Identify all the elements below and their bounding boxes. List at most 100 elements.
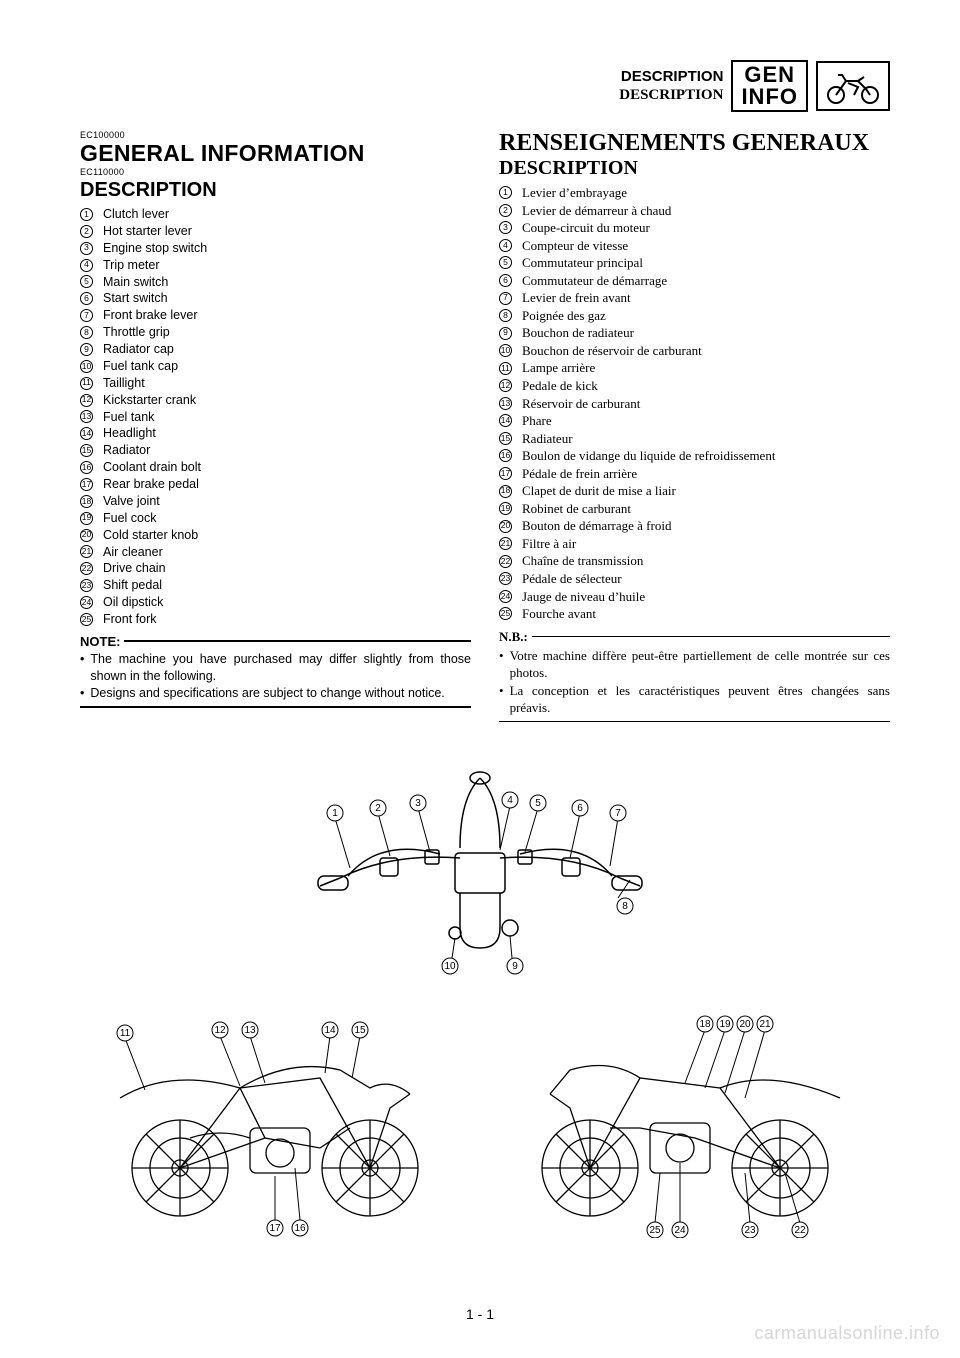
list-number-icon: 11 (80, 377, 93, 390)
list-item: 20Cold starter knob (80, 527, 471, 544)
list-item: 14 Headlight (80, 425, 471, 442)
list-number-icon: 5 (80, 275, 93, 288)
heading-description-fr: DESCRIPTION (499, 157, 890, 180)
parts-list-en: 1Clutch lever2Hot starter lever3Engine s… (80, 206, 471, 628)
list-number-icon: 17 (499, 467, 512, 480)
section-code-1: EC100000 (80, 130, 471, 140)
list-number-icon: 2 (80, 225, 93, 238)
list-item-label: Lampe arrière (522, 359, 595, 377)
note-text: The machine you have purchased may diffe… (90, 651, 471, 685)
bullet-dot: • (80, 651, 84, 685)
svg-text:11: 11 (120, 1028, 131, 1039)
list-number-icon: 1 (80, 208, 93, 221)
list-item: 3Coupe-circuit du moteur (499, 219, 890, 237)
list-number-icon: 19 (80, 512, 93, 525)
list-item: 1Clutch lever (80, 206, 471, 223)
list-number-icon: 14 (80, 427, 93, 440)
list-item: 9 Bouchon de radiateur (499, 324, 890, 342)
svg-text:18: 18 (699, 1019, 711, 1030)
list-item-label: Kickstarter crank (103, 392, 196, 409)
note-bullet: •The machine you have purchased may diff… (80, 651, 471, 685)
note-text: Votre machine diffère peut-être partiell… (510, 647, 890, 682)
note-label-en: NOTE: (80, 634, 120, 649)
list-number-icon: 7 (499, 292, 512, 305)
svg-text:4: 4 (507, 795, 513, 806)
list-item: 21Filtre à air (499, 535, 890, 553)
diagram-area: 1 2 3 4 5 6 7 8 9 10 (0, 748, 960, 1278)
list-item: 20Bouton de démarrage à froid (499, 517, 890, 535)
list-number-icon: 25 (80, 613, 93, 626)
list-item: 23Shift pedal (80, 577, 471, 594)
svg-text:17: 17 (269, 1223, 281, 1234)
list-item-label: Réservoir de carburant (522, 395, 640, 413)
list-item-label: Engine stop switch (103, 240, 207, 257)
bullet-dot: • (80, 685, 84, 702)
list-number-icon: 9 (499, 327, 512, 340)
list-number-icon: 13 (80, 410, 93, 423)
list-item: 18 Clapet de durit de mise a liair (499, 482, 890, 500)
list-item-label: Radiator (103, 442, 150, 459)
left-side-diagram: 11 12 13 14 15 16 17 (90, 998, 450, 1243)
list-number-icon: 4 (80, 259, 93, 272)
note-bullets-en: •The machine you have purchased may diff… (80, 651, 471, 702)
list-number-icon: 22 (499, 555, 512, 568)
note-text: Designs and specifications are subject t… (90, 685, 444, 702)
list-item-label: Fourche avant (522, 605, 596, 623)
list-item: 21Air cleaner (80, 544, 471, 561)
note-rule (124, 640, 471, 642)
svg-text:9: 9 (512, 961, 518, 972)
list-item: 4Compteur de vitesse (499, 237, 890, 255)
list-number-icon: 21 (80, 545, 93, 558)
list-item: 5Main switch (80, 274, 471, 291)
list-item-label: Oil dipstick (103, 594, 163, 611)
list-item-label: Radiator cap (103, 341, 174, 358)
list-item-label: Front fork (103, 611, 157, 628)
list-number-icon: 6 (80, 292, 93, 305)
note-bullet: • Designs and specifications are subject … (80, 685, 471, 702)
list-item: 1Levier d’embrayage (499, 184, 890, 202)
list-item: 4 Trip meter (80, 257, 471, 274)
list-item: 25 Front fork (80, 611, 471, 628)
svg-text:25: 25 (649, 1225, 661, 1236)
list-item: 17 Pédale de frein arrière (499, 465, 890, 483)
list-item-label: Compteur de vitesse (522, 237, 628, 255)
svg-text:24: 24 (674, 1225, 686, 1236)
list-item-label: Bouchon de radiateur (522, 324, 634, 342)
closing-rule-en (80, 706, 471, 708)
svg-text:19: 19 (719, 1019, 731, 1030)
svg-text:2: 2 (375, 803, 381, 814)
heading-general-information: GENERAL INFORMATION (80, 140, 471, 167)
list-item-label: Phare (522, 412, 552, 430)
list-item-label: Drive chain (103, 560, 166, 577)
svg-text:20: 20 (739, 1019, 751, 1030)
list-item-label: Rear brake pedal (103, 476, 199, 493)
list-number-icon: 1 (499, 186, 512, 199)
list-number-icon: 10 (80, 360, 93, 373)
list-item: 16Boulon de vidange du liquide de refroi… (499, 447, 890, 465)
list-number-icon: 15 (499, 432, 512, 445)
list-item-label: Pédale de frein arrière (522, 465, 637, 483)
list-number-icon: 12 (499, 379, 512, 392)
list-item-label: Trip meter (103, 257, 160, 274)
list-item: 19Robinet de carburant (499, 500, 890, 518)
list-number-icon: 22 (80, 562, 93, 575)
list-number-icon: 18 (499, 485, 512, 498)
list-item-label: Levier de démarreur à chaud (522, 202, 671, 220)
list-item: 25Fourche avant (499, 605, 890, 623)
list-item: 22Chaîne de transmission (499, 552, 890, 570)
list-item: 23Pédale de sélecteur (499, 570, 890, 588)
list-item: 2Hot starter lever (80, 223, 471, 240)
svg-text:13: 13 (244, 1025, 256, 1036)
list-item: 10Bouchon de réservoir de carburant (499, 342, 890, 360)
svg-text:22: 22 (794, 1225, 806, 1236)
list-item-label: Headlight (103, 425, 156, 442)
list-item-label: Clapet de durit de mise a liair (522, 482, 676, 500)
list-item: 6Start switch (80, 290, 471, 307)
list-item-label: Poignée des gaz (522, 307, 606, 325)
list-item: 17Rear brake pedal (80, 476, 471, 493)
list-number-icon: 3 (499, 221, 512, 234)
list-item: 7Front brake lever (80, 307, 471, 324)
list-number-icon: 8 (499, 309, 512, 322)
list-item-label: Jauge de niveau d’huile (522, 588, 645, 606)
list-item-label: Radiateur (522, 430, 573, 448)
